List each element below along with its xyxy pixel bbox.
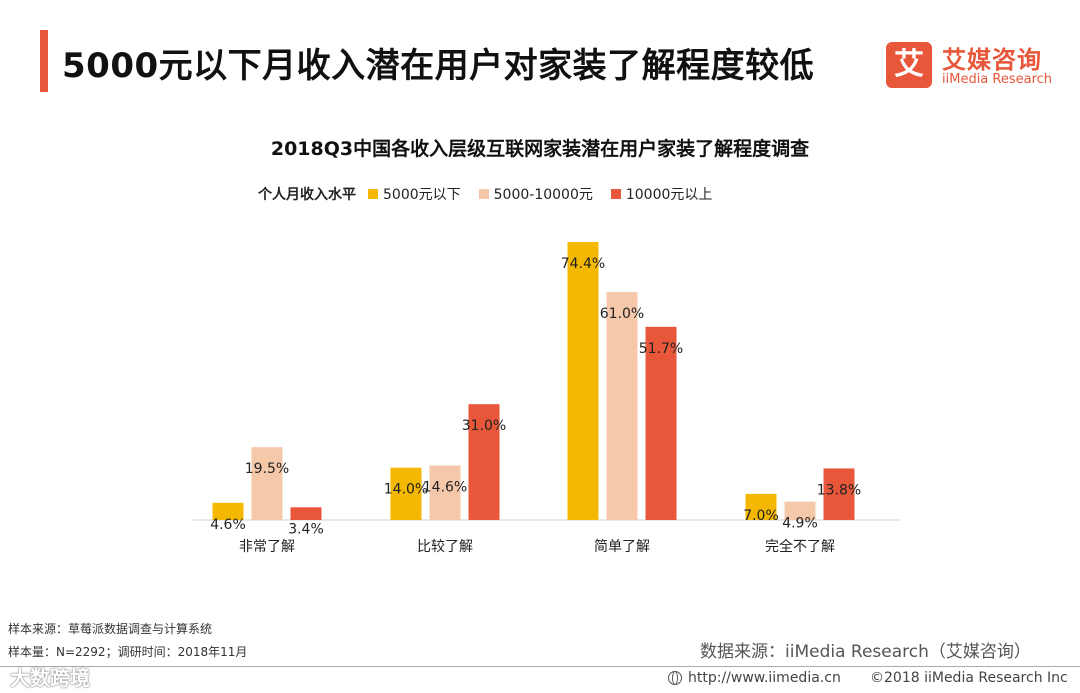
bar-1-4 <box>745 493 777 520</box>
bar-1-3 <box>567 242 599 520</box>
data-label-1-2: 14.0% <box>384 482 428 498</box>
chart-legend: 个人月收入水平 5000元以下 5000-10000元 10000元以上 <box>258 184 730 204</box>
data-label-2-1: 19.5% <box>245 461 289 477</box>
footer-copyright: ©2018 iiMedia Research Inc <box>870 670 1068 686</box>
footer-url-text: http://www.iimedia.cn <box>688 670 841 686</box>
legend-item-series-3: 10000元以上 <box>610 184 713 204</box>
logo-english-text: iiMedia Research <box>942 72 1053 87</box>
data-label-2-4: 4.9% <box>782 516 818 532</box>
data-label-3-3: 51.7% <box>639 341 683 357</box>
bar-2-4 <box>784 501 816 520</box>
sample-source-note: 样本来源：草莓派数据调查与计算系统 <box>8 622 213 636</box>
sample-size-note: 样本量：N=2292；调研时间：2018年11月 <box>8 645 248 659</box>
legend-label-series-1: 5000元以下 <box>383 187 461 203</box>
title-accent-bar <box>40 30 48 92</box>
watermark: 大数跨境 <box>10 666 90 690</box>
category-label-4: 完全不了解 <box>765 538 835 555</box>
data-label-2-3: 61.0% <box>600 306 644 322</box>
data-label-3-1: 3.4% <box>288 521 324 537</box>
category-label-3: 简单了解 <box>594 538 650 555</box>
data-label-3-2: 31.0% <box>462 418 506 434</box>
legend-label-series-3: 10000元以上 <box>625 187 713 203</box>
globe-icon <box>668 671 682 685</box>
iimedia-logo: 艾 艾媒咨询 iiMedia Research <box>886 40 1058 88</box>
logo-mark-icon: 艾 <box>886 42 932 88</box>
data-label-1-1: 4.6% <box>210 517 246 533</box>
bar-2-1 <box>251 447 283 520</box>
bar-2-3 <box>606 292 638 520</box>
data-label-2-2: 14.6% <box>423 479 467 495</box>
bar-2-2 <box>429 465 461 520</box>
data-label-1-3: 74.4% <box>561 256 605 272</box>
legend-swatch-series-3 <box>610 189 621 199</box>
bar-3-2 <box>468 404 500 520</box>
data-label-3-4: 13.8% <box>817 482 861 498</box>
legend-item-series-1: 5000元以下 <box>368 184 461 204</box>
legend-item-series-2: 5000-10000元 <box>478 184 593 204</box>
chart-title: 2018Q3中国各收入层级互联网家装潜在用户家装了解程度调查 <box>270 138 810 160</box>
legend-label-series-2: 5000-10000元 <box>493 187 593 203</box>
legend-swatch-series-1 <box>368 189 378 199</box>
bar-3-1 <box>290 507 322 520</box>
category-label-2: 比较了解 <box>417 539 473 555</box>
legend-swatch-series-2 <box>478 189 489 199</box>
bar-3-4 <box>823 468 855 520</box>
bar-1-1 <box>212 502 244 520</box>
bar-3-3 <box>645 326 677 520</box>
bar-1-2 <box>390 467 422 520</box>
data-label-1-4: 7.0% <box>743 508 779 524</box>
page-title: 5000元以下月收入潜在用户对家装了解程度较低 <box>62 46 815 86</box>
footer-divider <box>0 666 1080 667</box>
category-label-1: 非常了解 <box>239 539 295 555</box>
footer-url[interactable]: http://www.iimedia.cn <box>668 670 841 686</box>
logo-chinese-text: 艾媒咨询 <box>942 46 1042 74</box>
legend-title: 个人月收入水平 <box>258 187 356 203</box>
data-source: 数据来源：iiMedia Research（艾媒咨询） <box>700 642 1031 662</box>
